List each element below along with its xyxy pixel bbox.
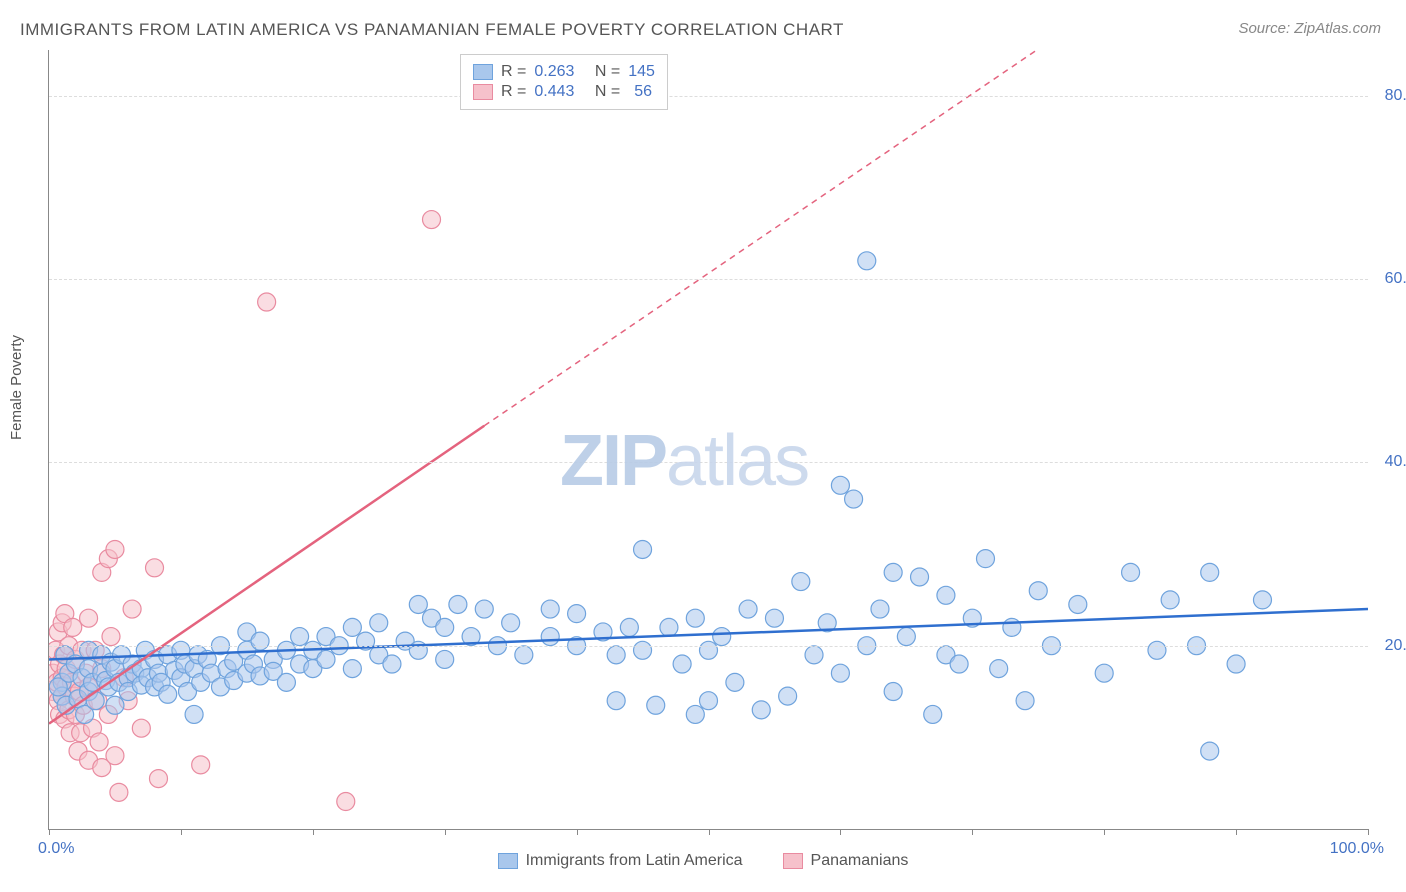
r-prefix: R = — [501, 83, 526, 101]
gridline — [49, 646, 1368, 647]
x-tick — [313, 829, 314, 835]
n-prefix: N = — [595, 83, 620, 101]
y-tick-label: 40.0% — [1385, 453, 1406, 471]
r-value-blue: 0.263 — [534, 63, 574, 81]
gridline — [49, 279, 1368, 280]
legend-label-pink: Panamanians — [811, 852, 909, 870]
x-axis-min-label: 0.0% — [38, 840, 74, 858]
gridline — [49, 96, 1368, 97]
chart-title: IMMIGRANTS FROM LATIN AMERICA VS PANAMAN… — [20, 20, 844, 40]
y-tick-label: 80.0% — [1385, 87, 1406, 105]
n-value-blue: 145 — [628, 63, 655, 81]
legend-stats-row-pink: R = 0.443 N = 56 — [473, 83, 655, 101]
n-prefix: N = — [595, 63, 620, 81]
legend-swatch-pink — [783, 853, 803, 869]
x-tick — [972, 829, 973, 835]
chart-svg — [49, 50, 1368, 829]
legend-stats-row-blue: R = 0.263 N = 145 — [473, 63, 655, 81]
n-value-pink: 56 — [628, 83, 652, 101]
x-tick — [840, 829, 841, 835]
legend-series: Immigrants from Latin America Panamanian… — [0, 852, 1406, 870]
legend-swatch-blue — [473, 64, 493, 80]
legend-swatch-blue — [498, 853, 518, 869]
x-tick — [577, 829, 578, 835]
x-tick — [1104, 829, 1105, 835]
legend-item-blue: Immigrants from Latin America — [498, 852, 743, 870]
r-prefix: R = — [501, 63, 526, 81]
y-tick-label: 60.0% — [1385, 270, 1406, 288]
source-label: Source: ZipAtlas.com — [1238, 20, 1381, 37]
x-tick — [709, 829, 710, 835]
legend-label-blue: Immigrants from Latin America — [526, 852, 743, 870]
x-tick — [181, 829, 182, 835]
plot-area: 20.0%40.0%60.0%80.0% — [48, 50, 1368, 830]
y-tick-label: 20.0% — [1385, 637, 1406, 655]
y-axis-label: Female Poverty — [8, 335, 25, 440]
x-tick — [1368, 829, 1369, 835]
x-tick — [49, 829, 50, 835]
x-axis-max-label: 100.0% — [1330, 840, 1384, 858]
legend-swatch-pink — [473, 84, 493, 100]
legend-stats: R = 0.263 N = 145 R = 0.443 N = 56 — [460, 54, 668, 110]
legend-item-pink: Panamanians — [783, 852, 909, 870]
x-tick — [1236, 829, 1237, 835]
r-value-pink: 0.443 — [534, 83, 574, 101]
gridline — [49, 462, 1368, 463]
x-tick — [445, 829, 446, 835]
